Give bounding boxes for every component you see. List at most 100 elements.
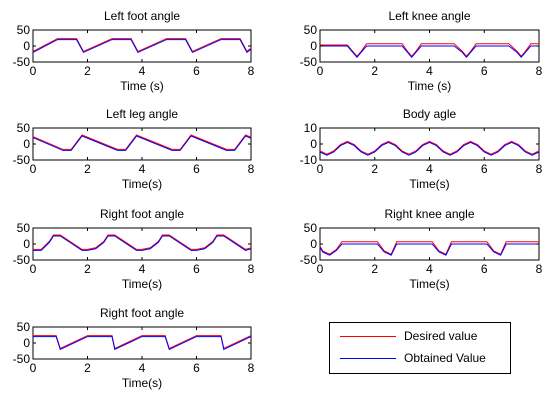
y-tick-label: 0 [23,336,30,350]
y-tick-label: -50 [13,253,31,267]
x-tick-label: 6 [481,262,488,276]
x-axis-label: Time(s) [122,177,162,191]
axes-frame [32,227,252,261]
x-tick-label: 0 [30,64,37,78]
y-tick-label: -50 [13,352,31,366]
x-tick-label: 8 [248,64,255,78]
x-tick-label: 4 [426,262,433,276]
x-axis-label: Time(s) [122,277,162,291]
y-tick-label: 0 [23,237,30,251]
series-line-desired [320,43,539,57]
x-tick-label: 4 [139,361,146,375]
x-tick-label: 0 [317,162,324,176]
x-tick-label: 8 [248,262,255,276]
x-tick-label: 2 [84,361,91,375]
y-tick-label: 0 [310,137,317,151]
subplot-title: Right knee angle [384,207,474,221]
x-tick-label: 6 [193,361,200,375]
x-tick-label: 4 [139,64,146,78]
x-tick-label: 8 [536,64,542,78]
legend-swatch-obtained [340,358,396,359]
y-tick-label: -50 [13,153,31,167]
x-tick-label: 8 [248,162,255,176]
x-tick-label: 2 [371,262,378,276]
y-tick-label: 0 [310,237,317,251]
series-line-obtained [319,243,539,256]
y-tick-label: 50 [304,23,318,37]
x-tick-label: 8 [536,162,542,176]
y-tick-label: -50 [13,55,31,69]
legend-label-obtained: Obtained Value [404,351,486,365]
x-tick-label: 0 [30,262,37,276]
x-tick-label: 6 [481,64,488,78]
series-line-desired [319,241,539,255]
x-axis-label: Time(s) [409,177,449,191]
legend-item-obtained: Obtained Value [330,349,510,369]
legend-swatch-desired [340,336,396,337]
y-tick-label: 50 [17,121,31,135]
axes-frame [32,127,252,161]
x-tick-label: 6 [481,162,488,176]
axes-frame [32,326,252,360]
y-tick-label: 50 [17,23,31,37]
x-tick-label: 4 [139,162,146,176]
y-tick-label: -50 [300,55,318,69]
x-tick-label: 0 [30,162,37,176]
x-tick-label: 6 [193,262,200,276]
y-tick-label: 50 [17,320,31,334]
x-tick-label: 2 [371,162,378,176]
series-line-obtained [33,336,252,351]
subplot-title: Right foot angle [100,207,184,221]
x-tick-label: 8 [248,361,255,375]
x-tick-label: 2 [84,262,91,276]
y-tick-label: -10 [300,153,318,167]
x-tick-label: 6 [193,162,200,176]
y-tick-label: 0 [23,137,30,151]
y-tick-label: 0 [310,39,317,53]
y-tick-label: -50 [300,253,318,267]
subplot-title: Body agle [403,107,457,121]
subplot-title: Left knee angle [388,9,470,23]
x-tick-label: 8 [536,262,542,276]
x-axis-label: Time(s) [122,376,162,390]
series-line-obtained [32,39,252,54]
x-tick-label: 2 [84,162,91,176]
series-line-desired [33,234,252,250]
x-tick-label: 4 [139,262,146,276]
y-tick-label: 50 [304,221,318,235]
subplot-title: Left foot angle [104,9,180,23]
subplot-title: Right foot angle [100,306,184,320]
x-tick-label: 0 [317,262,324,276]
series-line-obtained [33,235,252,251]
series-line-obtained [319,141,540,156]
x-tick-label: 0 [30,361,37,375]
x-tick-label: 4 [426,64,433,78]
x-tick-label: 0 [317,64,324,78]
legend-label-desired: Desired value [404,329,478,343]
series-line-desired [319,140,540,155]
legend: Desired value Obtained Value [329,322,511,374]
y-tick-label: 0 [23,39,30,53]
x-tick-label: 2 [84,64,91,78]
y-tick-label: 50 [17,221,31,235]
x-tick-label: 4 [426,162,433,176]
x-axis-label: Time (s) [408,79,452,93]
legend-item-desired: Desired value [330,327,510,347]
x-axis-label: Time (s) [120,79,164,93]
x-tick-label: 2 [371,64,378,78]
series-line-obtained [320,45,539,58]
x-tick-label: 6 [193,64,200,78]
y-tick-label: 10 [304,121,318,135]
x-axis-label: Time(s) [409,277,449,291]
axes-frame [32,29,252,63]
series-line-obtained [32,135,252,151]
series-line-desired [32,134,252,150]
